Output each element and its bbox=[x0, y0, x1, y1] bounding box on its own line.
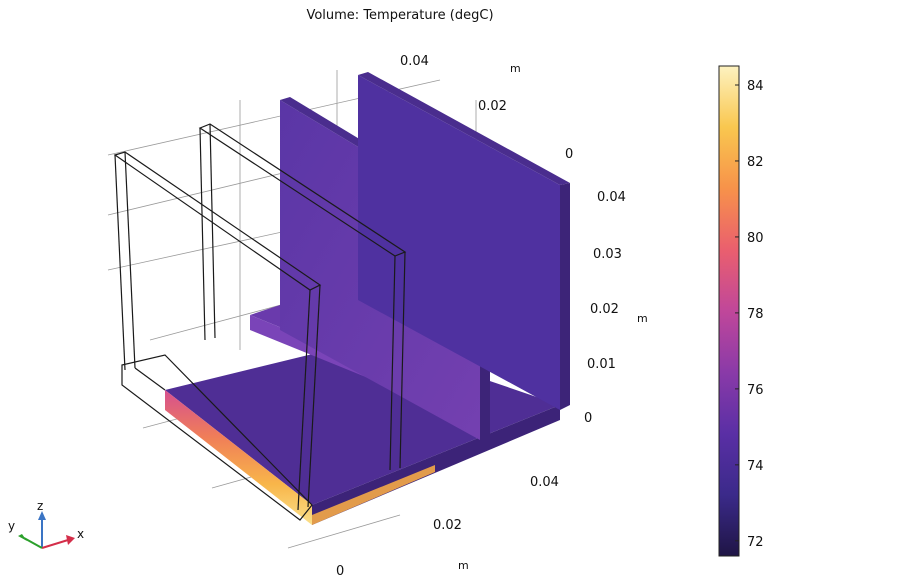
y-tick: 0.04 bbox=[400, 54, 429, 69]
z-tick: 0.01 bbox=[587, 357, 616, 372]
z-tick: 0 bbox=[584, 411, 592, 426]
triad-y-axis bbox=[23, 537, 43, 549]
wireframe-fins bbox=[113, 123, 407, 521]
base-left-face bbox=[165, 390, 312, 525]
color-legend-tick-label: 80 bbox=[747, 231, 764, 246]
triad-x-label: x bbox=[77, 527, 84, 541]
y-axis-ticks: 0.04 0.02 0 m bbox=[400, 54, 573, 162]
x-unit: m bbox=[458, 559, 469, 572]
triad-y-label: y bbox=[8, 519, 15, 533]
color-legend-tick-label: 76 bbox=[747, 383, 764, 398]
x-tick: 0 bbox=[336, 564, 344, 577]
axis-triad: z x y bbox=[8, 499, 84, 549]
z-tick: 0.04 bbox=[597, 190, 626, 205]
color-legend-tick-label: 82 bbox=[747, 155, 764, 170]
color-legend-tick-label: 72 bbox=[747, 535, 764, 550]
color-legend-tick-label: 74 bbox=[747, 459, 764, 474]
triad-z-arrow bbox=[38, 511, 46, 520]
plot-title: Volume: Temperature (degC) bbox=[306, 8, 494, 23]
y-unit: m bbox=[510, 62, 521, 75]
color-legend: 72 74 76 78 80 82 84 bbox=[718, 65, 764, 557]
x-tick: 0.02 bbox=[433, 518, 462, 533]
x-tick: 0.04 bbox=[530, 475, 559, 490]
color-legend-ticks: 72 74 76 78 80 82 84 bbox=[735, 79, 764, 550]
fin-back[interactable] bbox=[358, 72, 570, 410]
triad-x-arrow bbox=[66, 535, 75, 545]
z-tick: 0.02 bbox=[590, 302, 619, 317]
color-legend-tick-label: 78 bbox=[747, 307, 764, 322]
x-axis-ticks: 0 0.02 0.04 m bbox=[336, 475, 559, 577]
color-legend-bar bbox=[718, 65, 740, 557]
z-axis-ticks: 0.04 0.03 0.02 0.01 0 m bbox=[584, 190, 648, 426]
triad-x-axis bbox=[41, 539, 69, 549]
y-tick: 0.02 bbox=[478, 99, 507, 114]
z-unit: m bbox=[637, 312, 648, 325]
base-bottom-strip bbox=[312, 465, 435, 525]
triad-y-arrow bbox=[18, 534, 27, 541]
z-tick: 0.03 bbox=[593, 247, 622, 262]
y-tick: 0 bbox=[565, 147, 573, 162]
color-legend-tick-label: 84 bbox=[747, 79, 764, 94]
triad-z-label: z bbox=[37, 499, 43, 513]
